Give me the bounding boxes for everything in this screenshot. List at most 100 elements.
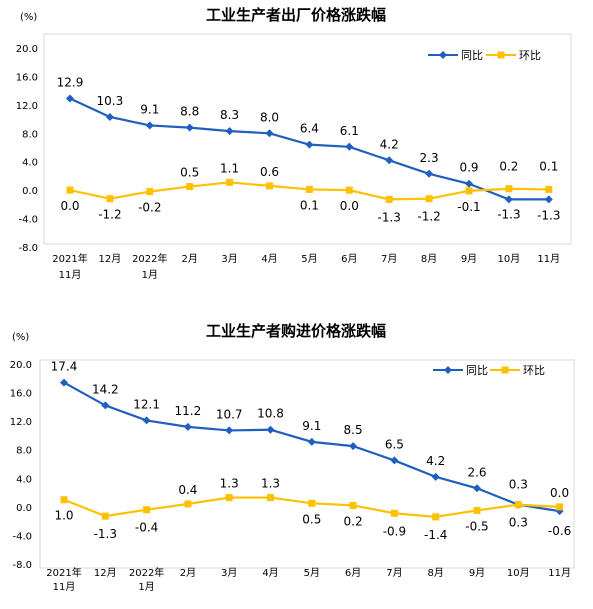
data-point [225, 494, 233, 502]
x-tick-label: 5月 [301, 253, 317, 265]
legend-marker-0 [439, 51, 447, 59]
data-label: 6.1 [340, 124, 359, 138]
chart-output-prices: 工业生产者出厂价格涨跌幅 (%) 20.0 16.0 12.0 8.0 4.0 0.0 -4.0… [16, 6, 572, 281]
y-tick-label: 12.0 [16, 101, 38, 112]
data-point [431, 472, 440, 481]
data-label: 0.1 [539, 159, 558, 173]
x-tick-label: 8月 [428, 567, 444, 579]
data-label: 0.6 [260, 165, 279, 179]
data-label: -0.5 [465, 519, 488, 533]
x-tick-label-line2: 1月 [142, 269, 158, 281]
x-tick-label: 7月 [381, 253, 397, 265]
data-label: 2.3 [420, 151, 439, 165]
y-tick-label: 0.0 [22, 186, 38, 197]
legend-label-1: 环比 [523, 364, 545, 377]
y-tick-label: -8.0 [18, 243, 38, 254]
data-label: -1.4 [424, 528, 447, 542]
data-point [184, 500, 192, 508]
x-tick-label: 2月 [180, 567, 196, 579]
data-point [385, 156, 394, 165]
data-label: 0.1 [300, 198, 319, 212]
data-point [186, 183, 194, 191]
y-tick-label: 4.0 [16, 474, 32, 485]
x-tick-label: 12月 [99, 253, 122, 265]
y-tick-label: 0.0 [16, 503, 32, 514]
x-tick-label: 10月 [498, 253, 521, 265]
data-point [266, 182, 273, 190]
x-tick-label: 3月 [221, 253, 237, 265]
y-tick-label: 8.0 [22, 129, 38, 140]
data-point [505, 185, 513, 193]
data-point [465, 187, 473, 195]
data-label: 10.3 [97, 94, 124, 108]
x-tick-label-line2: 1月 [138, 581, 154, 593]
x-tick-label: 6月 [345, 567, 361, 579]
x-tick-label: 2022年 [132, 252, 167, 265]
data-label: 0.9 [459, 161, 478, 175]
chart-title: 工业生产者购进价格涨跌幅 [206, 322, 386, 340]
data-label: -1.3 [94, 527, 117, 541]
data-point [225, 426, 234, 435]
x-tick-label: 2021年 [52, 252, 87, 265]
y-unit-label: (%) [12, 332, 29, 343]
data-point [101, 512, 109, 520]
data-point [60, 378, 68, 387]
data-label: -0.2 [138, 201, 161, 215]
y-tick-label: -8.0 [12, 560, 32, 571]
data-point [425, 169, 434, 178]
data-point [146, 188, 154, 196]
plot-frame [39, 359, 575, 569]
data-label: 9.1 [140, 102, 159, 116]
data-point [385, 195, 393, 203]
y-unit-label: (%) [20, 12, 37, 23]
x-tick-label: 9月 [469, 567, 485, 579]
chart-title: 工业生产者出厂价格涨跌幅 [206, 6, 386, 24]
data-label: 10.8 [257, 407, 284, 421]
data-label: 12.1 [133, 397, 160, 411]
x-tick-label: 11月 [537, 253, 560, 265]
y-tick-label: 16.0 [16, 72, 38, 83]
data-label: 6.5 [385, 437, 404, 451]
x-tick-label: 12月 [94, 567, 117, 579]
data-point [225, 127, 234, 136]
y-tick-label: 20.0 [10, 360, 32, 371]
data-label: 1.3 [220, 477, 239, 491]
x-tick-label: 9月 [461, 253, 477, 265]
x-tick-label: 2021年 [46, 566, 81, 579]
x-tick-label: 5月 [304, 567, 320, 579]
data-label: -1.3 [537, 208, 560, 222]
data-point [473, 484, 481, 493]
data-label: 0.4 [178, 483, 197, 497]
data-label: -1.3 [497, 208, 520, 222]
data-label: 1.3 [261, 477, 280, 491]
data-point [544, 195, 553, 204]
data-label: 14.2 [92, 382, 119, 396]
data-point [349, 501, 357, 509]
y-tick-label: 20.0 [16, 44, 38, 55]
data-label: 0.5 [180, 166, 199, 180]
data-label: 6.4 [300, 122, 319, 136]
data-label: 8.8 [180, 105, 199, 119]
x-tick-label: 2022年 [129, 566, 164, 579]
y-tick-label: 4.0 [22, 158, 38, 169]
y-tick-label: 8.0 [16, 446, 32, 457]
data-point [305, 140, 314, 149]
x-tick-label: 2月 [182, 253, 198, 265]
data-point [66, 186, 74, 194]
x-tick-label: 10月 [507, 567, 530, 579]
x-tick-label: 8月 [421, 253, 437, 265]
data-label: 9.1 [302, 419, 321, 433]
data-point [266, 425, 275, 434]
data-point [142, 416, 151, 425]
data-point [465, 179, 473, 188]
data-label: 17.4 [51, 360, 78, 374]
data-point [432, 513, 440, 521]
data-point [390, 509, 398, 517]
legend-marker-0 [444, 366, 452, 374]
data-point [390, 456, 399, 465]
data-label: 4.2 [380, 137, 399, 151]
data-label: -0.4 [135, 521, 158, 535]
data-label: 8.0 [260, 110, 279, 124]
data-label: 0.0 [550, 486, 569, 500]
data-label: 0.0 [60, 199, 79, 213]
